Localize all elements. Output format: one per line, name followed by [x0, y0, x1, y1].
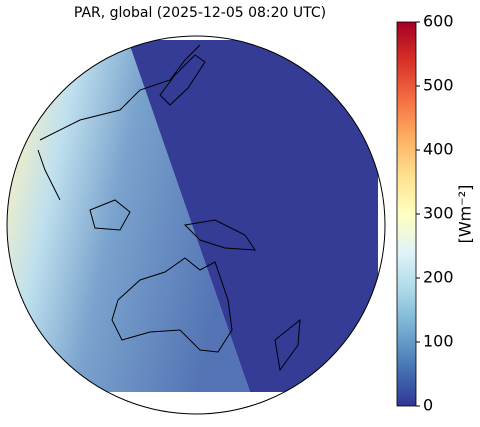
colorbar-tick-label: 0: [423, 396, 433, 415]
coastline: [274, 318, 301, 372]
globe-outline: [6, 35, 386, 415]
colorbar-label: [Wm⁻²]: [456, 185, 475, 244]
colorbar-tick-label: 300: [423, 204, 454, 223]
map-title: PAR, global (2025-12-05 08:20 UTC): [74, 5, 326, 21]
colorbar-tick-label: 400: [423, 140, 454, 159]
coastline: [37, 44, 201, 201]
coastline: [111, 257, 233, 353]
colorbar: [396, 21, 417, 407]
colorbar-tick-label: 500: [423, 76, 454, 95]
colorbar-ticks: 0 100 200 300 400 500 600: [416, 12, 454, 415]
day-side: [7, 40, 250, 392]
globe: [7, 40, 378, 392]
colorbar-tick-label: 600: [423, 12, 454, 31]
night-side: [128, 40, 378, 392]
coastline: [89, 199, 131, 231]
colorbar-tick-label: 200: [423, 268, 454, 287]
coastline: [159, 54, 206, 106]
coastline: [183, 219, 256, 251]
colorbar-tick-label: 100: [423, 332, 454, 351]
